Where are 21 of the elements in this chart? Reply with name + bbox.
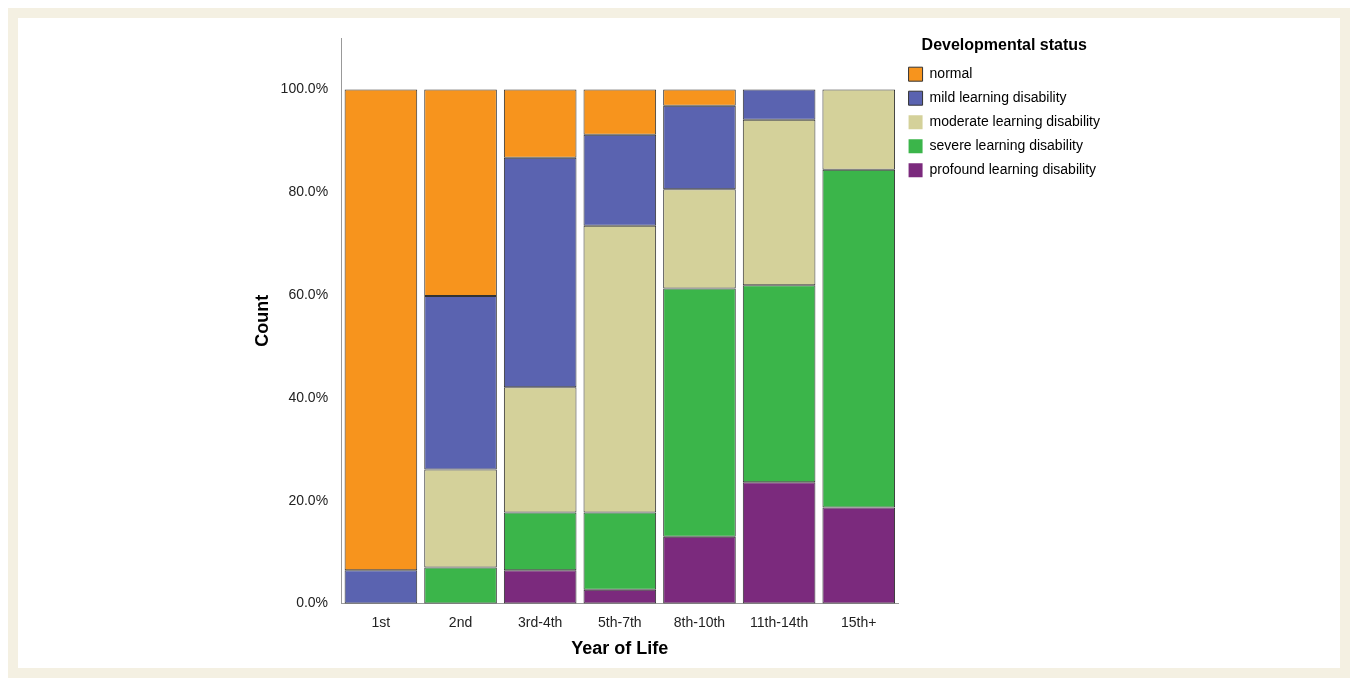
x-tick-label: 11th-14th: [750, 613, 809, 630]
y-tick-label: 60.0%: [288, 285, 329, 302]
x-axis-title: Year of Life: [571, 638, 669, 659]
legend-label: moderate learning disability: [929, 113, 1101, 130]
x-tick-label: 1st: [371, 613, 391, 630]
legend-label: mild learning disability: [929, 89, 1067, 106]
y-tick-label: 20.0%: [288, 491, 329, 508]
y-tick-label: 100.0%: [280, 80, 329, 97]
y-axis-title: Count: [251, 294, 272, 347]
x-tick-label: 5th-7th: [598, 613, 642, 630]
x-tick-label: 2nd: [448, 613, 473, 630]
y-tick-label: 0.0%: [296, 594, 329, 611]
y-tick-label: 40.0%: [288, 388, 329, 405]
legend-label: profound learning disability: [929, 161, 1097, 178]
y-tick-label: 80.0%: [288, 183, 329, 200]
legend-label: normal: [929, 65, 973, 82]
legend-label: severe learning disability: [929, 137, 1083, 154]
legend-title: Developmental status: [921, 36, 1088, 54]
x-tick-label: 3rd-4th: [518, 613, 563, 630]
x-tick-label: 8th-10th: [673, 613, 726, 630]
x-tick-label: 15th+: [841, 613, 877, 630]
